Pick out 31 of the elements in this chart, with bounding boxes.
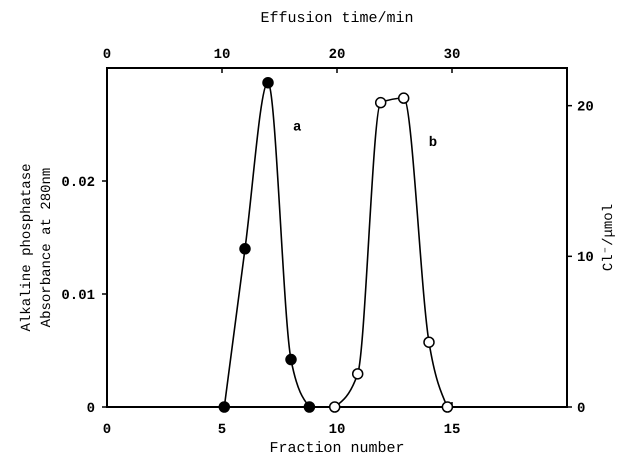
x2-tick-label: 30	[444, 47, 460, 63]
point	[352, 368, 364, 380]
series-label: b	[428, 135, 438, 152]
x-tick-label: 0	[102, 422, 112, 438]
y-axis-title: Alkaline phosphatase Absorbance at 280nm	[19, 163, 55, 332]
x-tick-label: 5	[218, 422, 226, 438]
x2-axis-title: Effusion time/min	[260, 10, 414, 27]
series-label: a	[293, 120, 302, 136]
point	[304, 401, 316, 413]
y2-tick-label: 20	[577, 100, 594, 116]
y2-axis-title: Cl⁻/μmol	[601, 204, 617, 272]
y-tick-label: 0	[86, 400, 95, 417]
point	[262, 76, 274, 88]
point	[218, 401, 230, 413]
point	[239, 243, 251, 255]
point	[285, 354, 297, 366]
x-tick-label: 15	[444, 422, 460, 438]
point	[442, 401, 454, 413]
x-tick-label: 10	[328, 422, 346, 438]
x-axis-title: Fraction number	[269, 440, 405, 457]
point	[374, 96, 386, 108]
y-tick-label: 0.01	[61, 288, 95, 304]
x2-tick-label: 20	[328, 47, 346, 63]
y2-tick-label: 0	[577, 400, 586, 417]
point	[423, 336, 435, 348]
x2-tick-label: 0	[102, 47, 112, 63]
point	[398, 92, 410, 104]
y2-tick-label: 10	[577, 250, 594, 266]
point	[328, 401, 340, 413]
y-tick-label: 0.02	[61, 174, 95, 191]
x2-tick-label: 10	[214, 47, 230, 63]
